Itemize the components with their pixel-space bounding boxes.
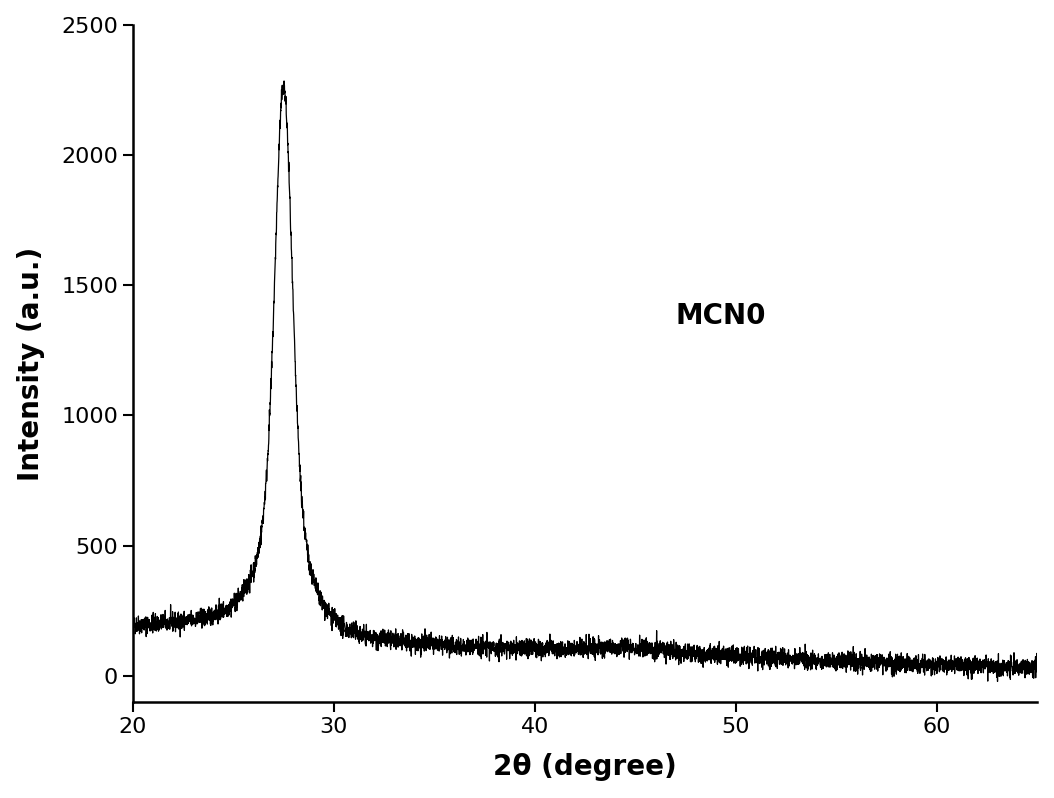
Text: MCN0: MCN0 xyxy=(676,302,766,330)
Y-axis label: Intensity (a.u.): Intensity (a.u.) xyxy=(17,247,44,480)
X-axis label: 2θ (degree): 2θ (degree) xyxy=(493,753,677,781)
